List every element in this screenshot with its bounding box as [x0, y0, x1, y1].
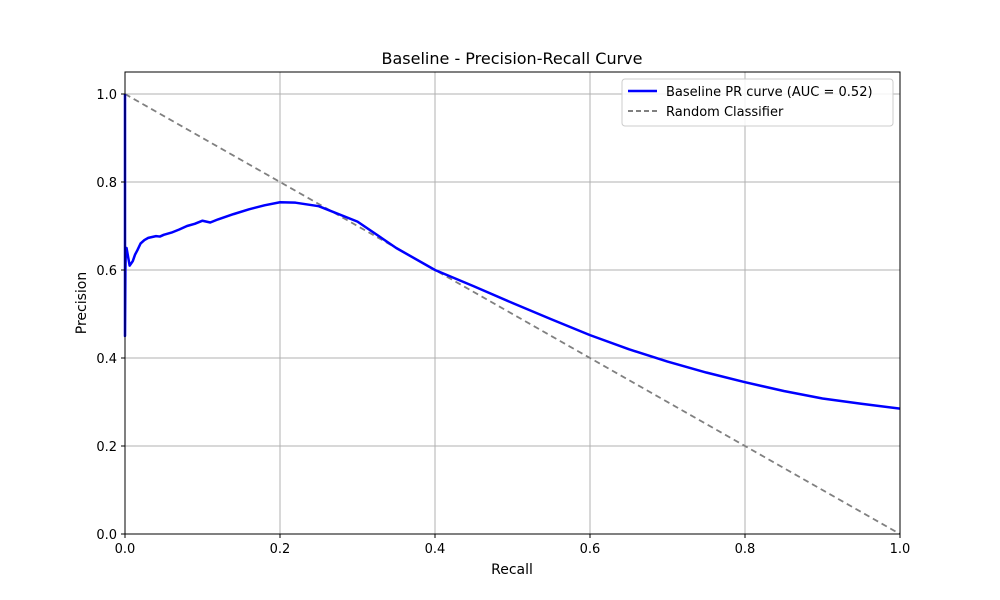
- y-tick-label: 1.0: [96, 88, 117, 103]
- axis-ticks: 0.0 0.2 0.4 0.6 0.8 1.0 0.0 0.2 0.4 0.6 0.8 1.0: [96, 88, 910, 557]
- x-tick-label: 0.2: [270, 542, 291, 557]
- random-classifier-line: [124, 93, 901, 535]
- y-tick-label: 0.0: [96, 528, 117, 543]
- chart-title: Baseline - Precision-Recall Curve: [382, 49, 643, 68]
- x-tick-label: 1.0: [890, 542, 911, 557]
- y-tick-label: 0.4: [96, 352, 117, 367]
- legend-label-random: Random Classifier: [666, 105, 784, 120]
- y-tick-label: 0.2: [96, 440, 117, 455]
- x-tick-label: 0.0: [115, 542, 136, 557]
- legend-label-baseline: Baseline PR curve (AUC = 0.52): [666, 85, 873, 100]
- x-axis-label: Recall: [491, 562, 533, 578]
- legend: Baseline PR curve (AUC = 0.52) Random Cl…: [621, 78, 894, 127]
- x-tick-label: 0.8: [735, 542, 756, 557]
- plot-series: [123, 93, 901, 535]
- y-tick-label: 0.8: [96, 176, 117, 191]
- y-axis-label: Precision: [74, 272, 90, 334]
- baseline-pr-curve-line: [123, 94, 901, 410]
- x-tick-label: 0.4: [425, 542, 446, 557]
- plot-frame: [124, 71, 901, 535]
- x-tick-label: 0.6: [580, 542, 601, 557]
- y-tick-label: 0.6: [96, 264, 117, 279]
- legend-box: [621, 78, 894, 127]
